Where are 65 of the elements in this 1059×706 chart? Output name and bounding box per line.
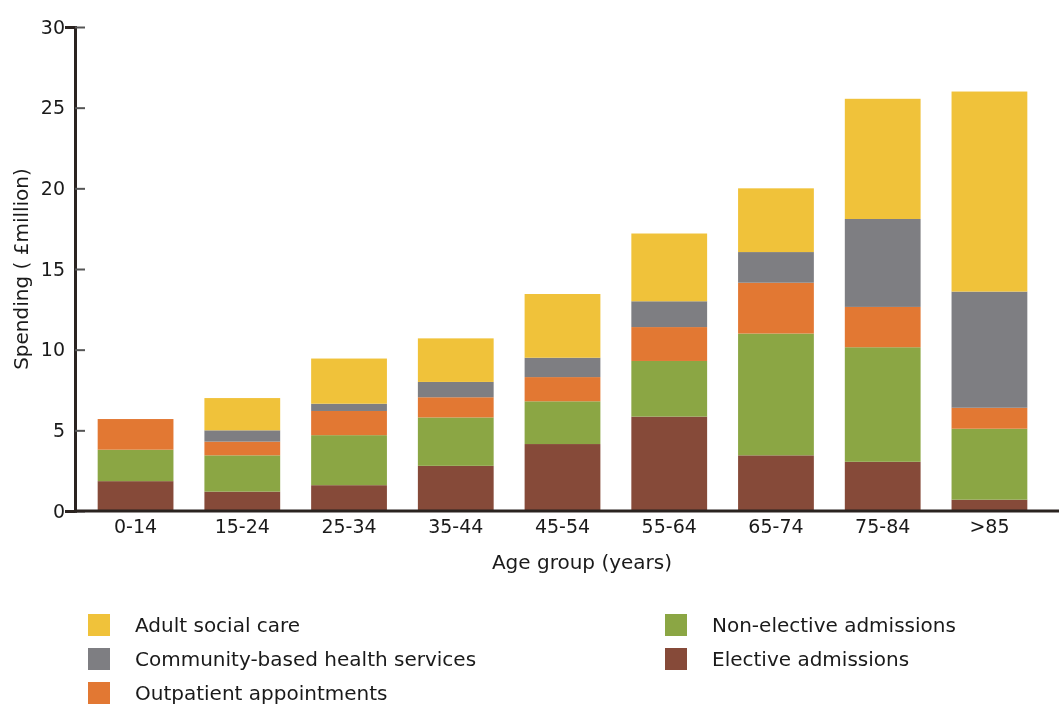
bar [204,430,281,442]
y-tick-label: 25 [40,96,65,119]
bar [417,381,494,398]
bar [951,91,1028,292]
x-axis-title: Age group (years) [491,550,673,574]
bar [844,461,921,511]
x-tick-label: 25-34 [321,515,377,538]
bar [631,301,708,328]
bar [97,449,174,482]
x-tick-label: 75-84 [855,515,911,538]
y-tick-label: 15 [40,257,65,280]
x-tick-label: 15-24 [214,515,270,538]
y-axis-title: Spending ( £million) [9,168,33,370]
bar [951,428,1028,500]
x-tick-label: 45-54 [534,515,591,538]
bar [524,401,601,445]
legend-label: Outpatient appointments [135,681,388,705]
bar [204,491,281,511]
x-tick-label: 0-14 [114,515,158,538]
bar [417,465,494,511]
bar [738,282,814,334]
bar [951,407,1028,429]
legend-label: Adult social care [135,613,301,637]
bar [631,327,708,361]
bar [524,357,601,378]
bar [97,419,174,450]
legend-label: Non-elective admissions [712,613,956,637]
legend-label: Elective admissions [712,647,910,671]
bar [738,455,814,511]
x-tick-label: 65-74 [748,515,804,538]
bar [738,188,814,253]
bar [524,377,601,402]
bar [844,306,921,348]
bar [417,397,494,418]
bar [311,485,387,511]
bar [738,333,814,456]
bar [951,291,1028,408]
bar [97,481,174,511]
y-tick-label: 20 [40,176,65,199]
bar [844,347,921,462]
bar [311,410,387,436]
x-tick-label: 35-44 [428,515,484,538]
bar [204,398,281,431]
y-tick-label: 30 [40,15,65,38]
bar [311,358,387,404]
bar [631,416,708,511]
bar [631,233,708,302]
bar [524,444,601,511]
bar [524,294,601,358]
bar [844,218,921,307]
bar [204,455,281,492]
y-tick-label: 10 [40,338,65,361]
bar [844,98,921,219]
bar [311,435,387,486]
x-tick-label: >85 [969,515,1010,538]
legend-label: Community-based health services [135,647,477,671]
bar [311,403,387,411]
x-tick-label: 55-64 [641,515,697,538]
bar [417,417,494,466]
bar [738,252,814,283]
bar [631,360,708,417]
y-tick-label: 5 [52,418,65,441]
y-tick-label: 0 [52,499,65,522]
bar [204,441,281,456]
bar [417,338,494,382]
